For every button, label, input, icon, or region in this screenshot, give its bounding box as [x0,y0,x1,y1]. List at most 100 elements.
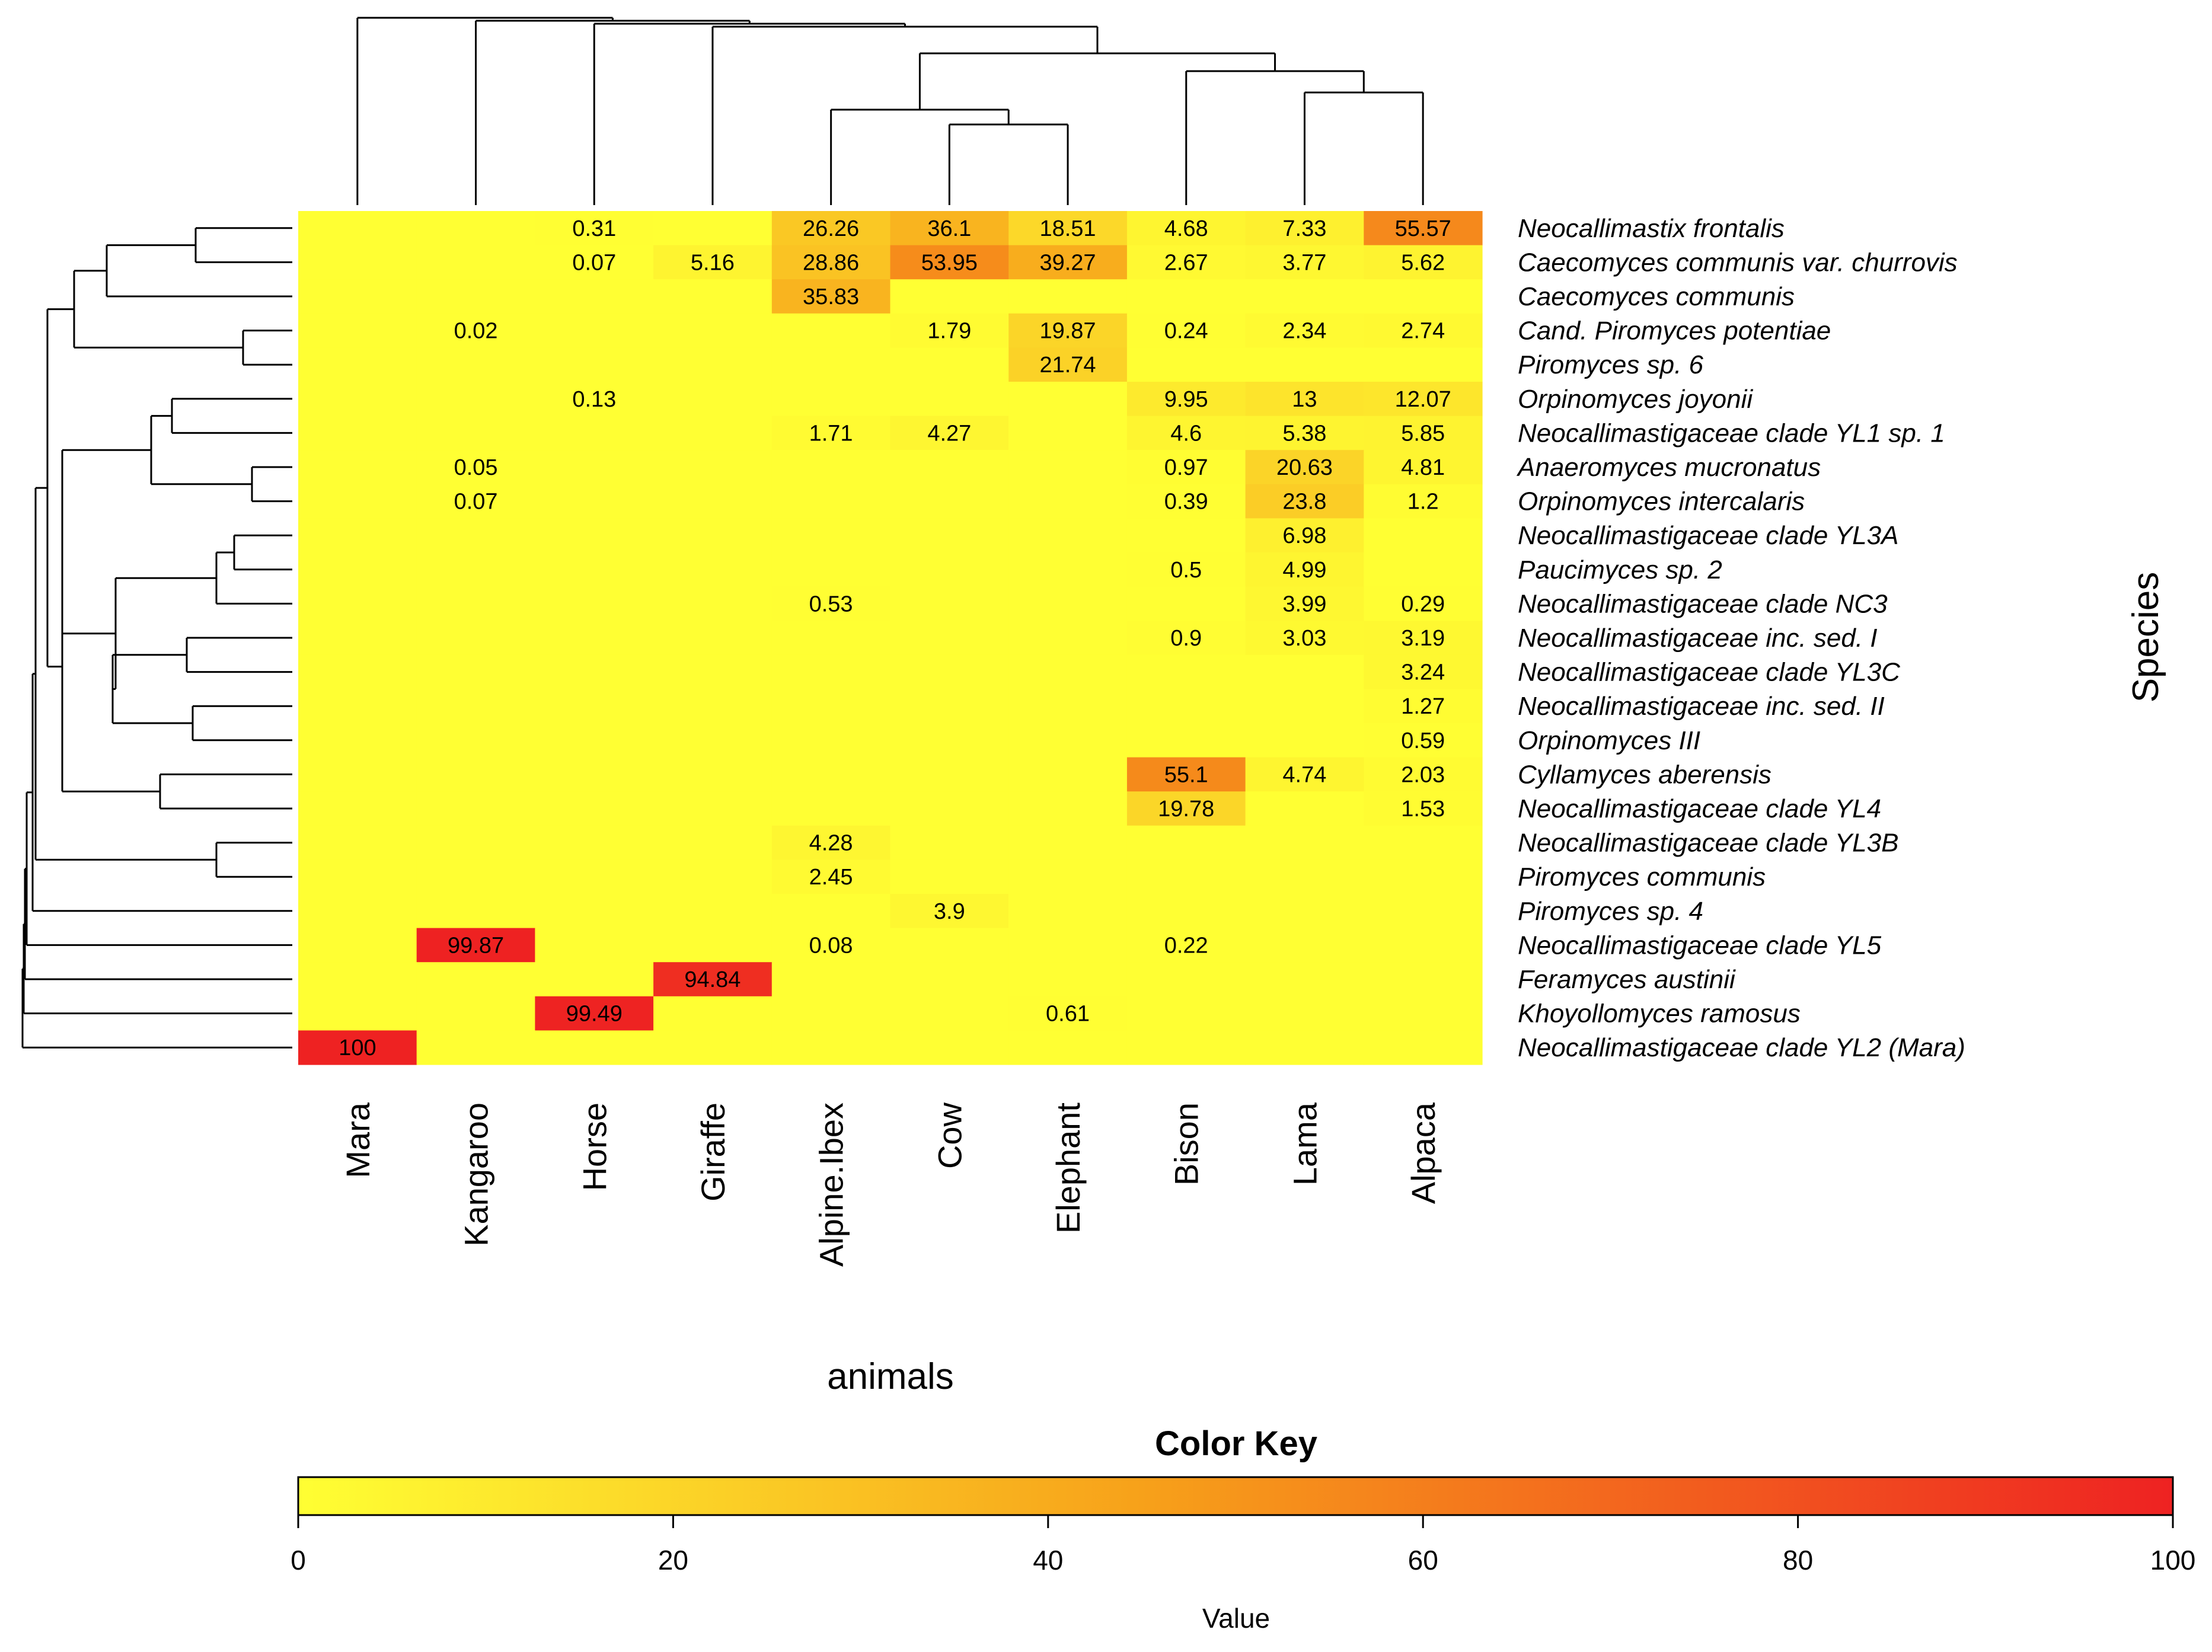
heatmap-cell [535,791,654,826]
heatmap-cell [653,962,773,997]
heatmap-cell [1126,416,1246,450]
heatmap-cell [416,654,535,689]
heatmap-cell [1008,382,1128,417]
cell-value-label: 36.1 [927,216,971,241]
heatmap-cell [890,791,1009,826]
heatmap-cell [890,382,1009,417]
cell-value-label: 3.24 [1401,660,1445,685]
heatmap-cell [1008,245,1128,280]
animal-label: Lama [1286,1102,1323,1186]
heatmap-cell [1364,689,1483,724]
heatmap-cell [771,825,891,860]
cell-value-label: 2.45 [809,865,853,890]
cell-value-label: 18.51 [1039,216,1096,241]
heatmap-cell [1126,621,1246,656]
cell-value-label: 4.28 [809,831,853,856]
heatmap-cell [1126,825,1246,860]
heatmap-cell [771,211,891,246]
heatmap-cell [535,586,654,621]
heatmap-cell [890,347,1009,382]
cell-value-label: 9.95 [1164,387,1208,412]
heatmap-cell [416,1030,535,1065]
color-key-xlabel: Value [1202,1603,1270,1634]
heatmap-cell [653,484,773,519]
heatmap-cell [298,416,417,450]
animal-label: Kangaroo [458,1103,495,1247]
animal-label: Elephant [1049,1103,1087,1234]
cell-value-label: 100 [339,1036,376,1060]
heatmap-cell [1364,996,1483,1031]
color-key-tick-label: 20 [658,1545,688,1576]
species-label: Paucimyces sp. 2 [1518,555,1722,584]
column-dendrogram [356,17,1424,205]
heatmap-cell [535,825,654,860]
cell-value-label: 0.07 [572,250,616,275]
heatmap-cell [1364,723,1483,758]
heatmap-cell [890,279,1009,314]
color-key-tick-label: 0 [291,1545,306,1576]
heatmap-cell [890,962,1009,997]
heatmap-cell [298,621,417,656]
heatmap-cell [535,757,654,792]
cell-value-label: 23.8 [1282,490,1326,515]
heatmap-cell [653,689,773,724]
heatmap-cell [535,894,654,929]
heatmap-cell [1008,996,1128,1031]
heatmap-cell [416,245,535,280]
heatmap-cell [771,757,891,792]
heatmap-cell [653,586,773,621]
heatmap-cell [890,859,1009,894]
color-key-ticks: 0 20 40 60 80 100 [291,1515,2195,1576]
heatmap-cell [416,621,535,656]
heatmap-cell [298,382,417,417]
heatmap-cell-labels: 0.31 26.26 36.1 18.51 4.68 7.33 55.57 0.07 5.16 2… [339,216,1451,1060]
heatmap-cell [1245,791,1364,826]
heatmap-cell [416,552,535,587]
color-key-tick-label: 40 [1033,1545,1063,1576]
heatmap-cell [1008,654,1128,689]
heatmap-cell [890,825,1009,860]
heatmap-cell [771,621,891,656]
heatmap-cell [1008,723,1128,758]
cell-value-label: 1.2 [1407,490,1439,515]
species-label: Orpinomyces III [1518,726,1700,755]
cell-value-label: 0.02 [454,319,498,344]
heatmap-cell [1008,962,1128,997]
heatmap-cell [1008,1030,1128,1065]
cell-value-label: 0.08 [809,933,853,958]
cell-value-label: 0.31 [572,216,616,241]
cell-value-label: 53.95 [921,250,978,275]
heatmap-cell [1364,825,1483,860]
species-label: Neocallimastigaceae inc. sed. II [1518,692,1885,721]
cell-value-label: 99.49 [566,1002,623,1027]
heatmap-cell [298,825,417,860]
heatmap-cell [535,654,654,689]
species-label: Neocallimastigaceae inc. sed. I [1518,624,1878,653]
heatmap-cell [298,313,417,348]
heatmap-cell [653,518,773,553]
cell-value-label: 5.85 [1401,421,1445,446]
heatmap-cell [1364,962,1483,997]
cell-value-label: 4.6 [1170,421,1202,446]
heatmap-cell [1126,450,1246,485]
heatmap-cell [1364,859,1483,894]
heatmap-cell [298,1030,417,1065]
heatmap-cell [771,723,891,758]
cell-value-label: 39.27 [1039,250,1096,275]
heatmap-cell [890,552,1009,587]
heatmap-cell [1008,791,1128,826]
color-key-title: Color Key [1155,1424,1317,1463]
heatmap-cell [416,586,535,621]
species-label: Caecomyces communis var. churrovis [1518,248,1958,277]
heatmap-cell [771,791,891,826]
heatmap-cell [1008,279,1128,314]
heatmap-cell [1364,621,1483,656]
heatmap-cell [416,450,535,485]
heatmap-cell [298,757,417,792]
heatmap-cell [1245,450,1364,485]
cell-value-label: 0.59 [1401,728,1445,753]
heatmap-cell [653,825,773,860]
heatmap-cell [890,1030,1009,1065]
heatmap-cell [535,416,654,450]
heatmap-cell [1126,279,1246,314]
